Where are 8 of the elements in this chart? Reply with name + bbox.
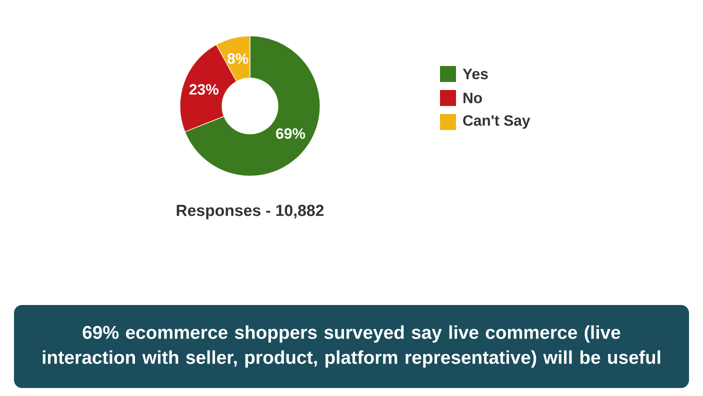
data-label: 23% xyxy=(189,84,219,95)
text: Responses - 10,882 xyxy=(176,204,324,220)
legend-label: Yes xyxy=(462,68,488,80)
legend-label: Can't Say xyxy=(463,115,530,129)
legend-label: No xyxy=(464,92,482,104)
text: 69% ecommerce shoppers surveyed say live commerce (live interaction with seller, product, platform representative) will be useful xyxy=(42,325,660,368)
data-label: 69% xyxy=(276,128,306,139)
data-label: 8% xyxy=(227,53,248,64)
